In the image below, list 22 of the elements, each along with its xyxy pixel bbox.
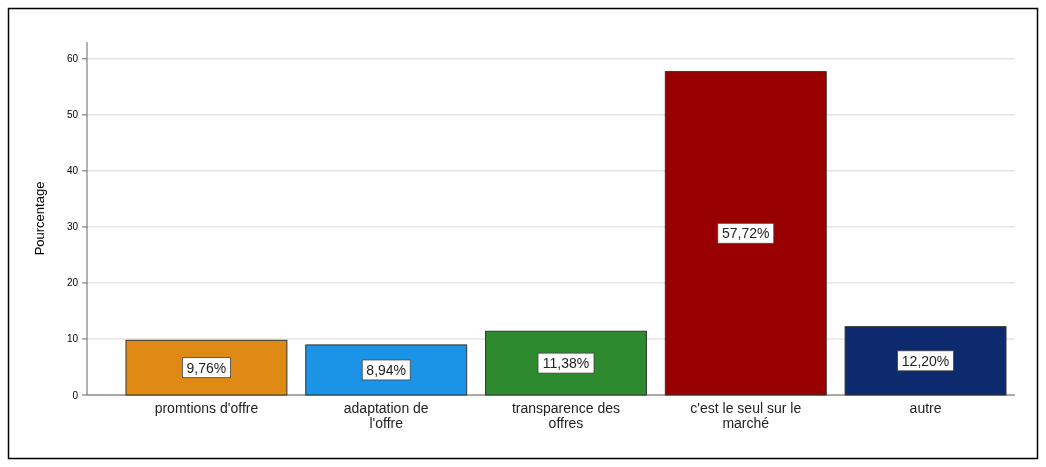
y-axis-title: Pourcentage [32, 181, 47, 256]
x-tick-label: adaptation de l'offre [343, 400, 429, 431]
bar [125, 339, 288, 396]
y-tick-label: 60 [66, 53, 79, 65]
y-tick-label: 40 [66, 165, 79, 177]
y-tick-label: 30 [66, 221, 79, 233]
bar [485, 330, 647, 396]
data-label: 57,72% [722, 225, 770, 242]
y-tick-label: 20 [66, 277, 79, 289]
bar [664, 71, 827, 396]
y-tick-label: 10 [66, 333, 79, 345]
data-label: 11,38% [542, 355, 590, 372]
data-label: 12,20% [901, 352, 950, 369]
data-label: 8,94% [366, 361, 407, 378]
y-tick-label: 0 [72, 389, 79, 401]
x-tick-label: c'est le seul sur le marché [690, 400, 802, 431]
data-label: 9,76% [186, 359, 227, 376]
x-tick-label: transparence des offres [511, 400, 621, 431]
x-tick-label: autre [909, 400, 942, 416]
x-tick-label: promtions d'offre [154, 400, 259, 416]
bar [844, 326, 1007, 396]
y-tick-label: 50 [66, 109, 79, 121]
